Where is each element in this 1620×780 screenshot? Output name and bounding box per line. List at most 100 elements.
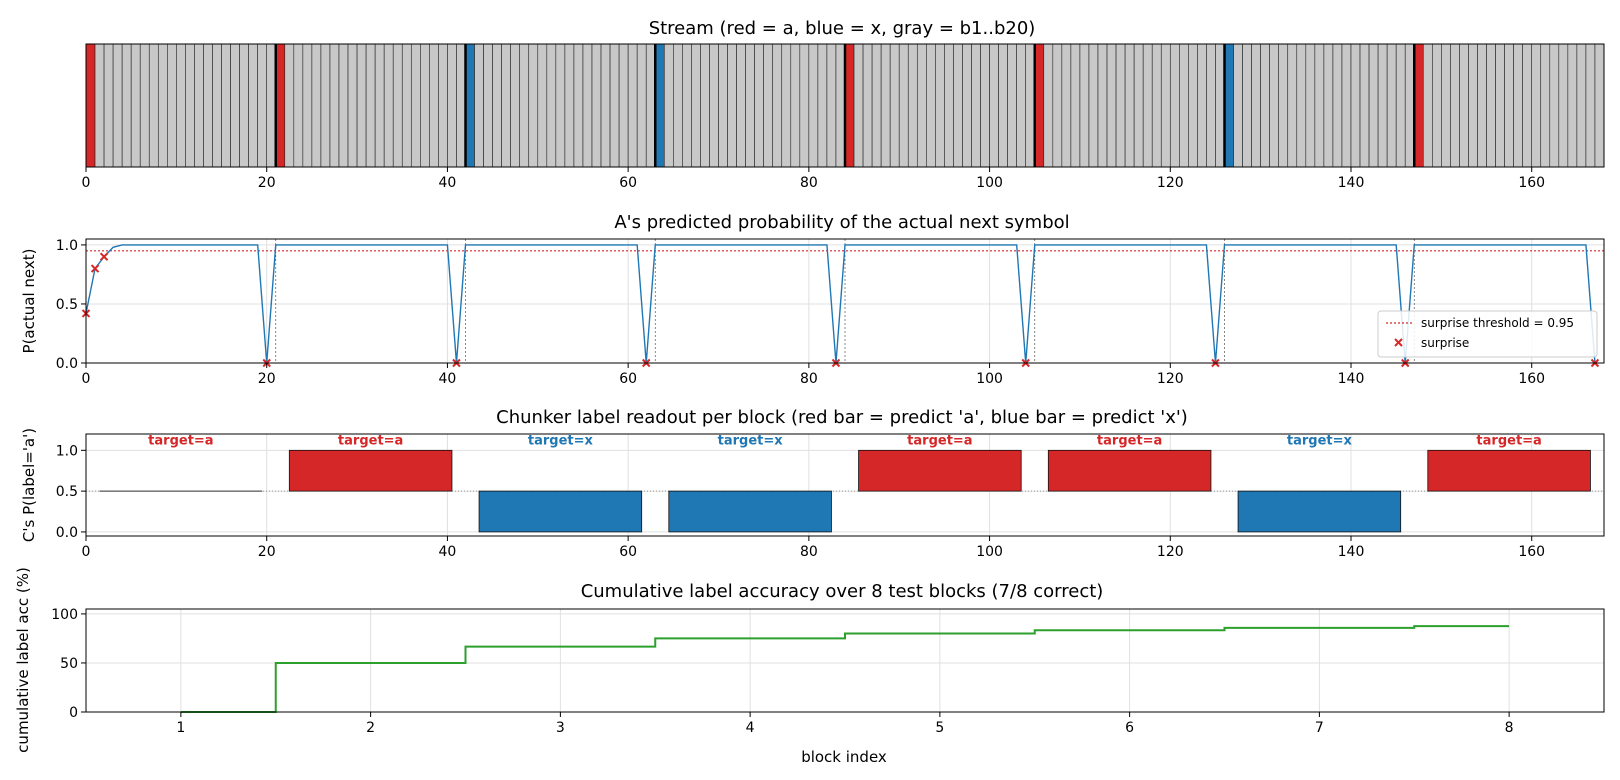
chunker-x-tick-label: 20 [258, 544, 276, 560]
stream-cell-b [410, 43, 421, 168]
probability-y-tick-label: 0.0 [56, 356, 78, 372]
stream-cell-b [573, 43, 584, 168]
chunker-x-tick-label: 160 [1518, 544, 1545, 560]
accuracy-x-tick-label: 7 [1315, 720, 1324, 736]
stream-x-tick-label: 140 [1338, 175, 1365, 191]
stream-cell-b [519, 43, 530, 168]
probability-x-tick-label: 80 [800, 371, 818, 387]
chunker-x-tick-label: 60 [619, 544, 637, 560]
stream-cell-b [510, 43, 521, 168]
stream-cell-b [989, 43, 999, 168]
stream-cell-b [926, 43, 936, 168]
accuracy-grid [86, 609, 1604, 713]
accuracy-y-tick-label: 100 [51, 607, 78, 623]
accuracy-x-tick-label: 1 [176, 720, 185, 736]
stream-cell-b [907, 43, 918, 168]
accuracy-x-label: block index [801, 748, 887, 766]
stream-x-tick-label: 80 [800, 175, 818, 191]
stream-cell-b [338, 43, 349, 168]
stream-cell-b [1151, 43, 1162, 168]
surprise-marker [90, 264, 100, 273]
stream-cell-b [1549, 43, 1560, 168]
stream-cell-b [1377, 43, 1388, 168]
stream-cell-b [691, 43, 701, 168]
stream-cell-b [447, 43, 457, 168]
stream-cell-b [1567, 43, 1578, 168]
stream-x-tick-label: 20 [258, 175, 276, 191]
target-label: target=a [907, 434, 972, 449]
stream-cell-b [636, 43, 647, 168]
legend: surprise threshold = 0.95 surprise [1377, 310, 1598, 358]
chunker-bar-a [1427, 449, 1591, 492]
stream-cell-x [1224, 43, 1234, 168]
stream-cell-b [401, 43, 412, 168]
chunker-y-ticks: 0.0 0.5 1.0 [56, 443, 86, 541]
stream-cell-b [718, 43, 728, 168]
accuracy-y-ticks: 0 50 100 [51, 607, 86, 721]
probability-y-tick-label: 1.0 [56, 238, 78, 254]
chunker-bar-x [1237, 490, 1402, 533]
stream-cell-b [663, 43, 674, 168]
stream-cell-b [962, 43, 972, 168]
accuracy-step-line [180, 625, 1510, 713]
probability-y-tick-label: 0.5 [56, 297, 78, 313]
stream-cell-b [1160, 43, 1171, 168]
stream-cell-b [374, 43, 385, 168]
probability-x-tick-label: 140 [1338, 371, 1365, 387]
stream-cell-b [230, 43, 240, 168]
probability-x-tick-label: 160 [1518, 371, 1545, 387]
stream-cell-b [1459, 43, 1469, 168]
stream-cell-b [1233, 43, 1243, 168]
stream-cell-b [293, 43, 304, 168]
stream-cell-b [1206, 43, 1216, 168]
stream-cell-a [275, 43, 286, 168]
stream-cell-b [176, 43, 186, 168]
stream-cell-b [1395, 43, 1406, 168]
stream-cell-b [817, 43, 828, 168]
block-boundaries [275, 239, 1415, 363]
stream-cell-b [835, 43, 846, 168]
stream-cell-b [1242, 43, 1252, 168]
stream-cell-b [609, 43, 620, 168]
stream-cells [85, 43, 1605, 168]
stream-cell-b [1305, 43, 1316, 168]
stream-cell-b [1070, 43, 1081, 168]
chunker-bars [99, 449, 1591, 533]
stream-cell-b [998, 43, 1008, 168]
stream-cell-b [383, 43, 394, 168]
chunker-bar-a [288, 449, 453, 492]
stream-cell-b [1540, 43, 1551, 168]
stream-cell-b [745, 43, 755, 168]
stream-cell-b [1368, 43, 1379, 168]
stream-cell-b [1422, 43, 1433, 168]
stream-cell-a [85, 43, 96, 168]
target-label: target=x [528, 434, 594, 449]
stream-cell-b [700, 43, 710, 168]
stream-cell-b [528, 43, 539, 168]
stream-cell-b [1016, 43, 1027, 168]
surprise-marker [99, 252, 109, 261]
stream-cell-a [1413, 43, 1424, 168]
chunker-x-tick-label: 80 [800, 544, 818, 560]
chunker-y-tick-label: 1.0 [56, 443, 78, 459]
stream-cell-b [438, 43, 448, 168]
stream-panel: Stream (red = a, blue = x, gray = b1..b2… [82, 18, 1605, 191]
stream-cell-b [1495, 43, 1505, 168]
stream-cell-b [1043, 43, 1054, 168]
stream-cell-b [456, 43, 466, 168]
chunker-y-label: C's P(label='a') [20, 428, 38, 542]
legend-threshold-label: surprise threshold = 0.95 [1421, 316, 1574, 330]
stream-cell-b [781, 43, 792, 168]
stream-cell-b [645, 43, 656, 168]
probability-y-ticks: 0.0 0.5 1.0 [56, 238, 86, 372]
accuracy-y-tick-label: 0 [69, 705, 78, 721]
probability-title: A's predicted probability of the actual … [614, 212, 1069, 233]
stream-frame [85, 43, 1605, 168]
stream-cell-b [980, 43, 990, 168]
stream-cell-b [1432, 43, 1442, 168]
stream-cell-b [221, 43, 231, 168]
stream-cell-b [248, 43, 258, 168]
stream-cell-b [709, 43, 719, 168]
stream-cell-b [537, 43, 548, 168]
stream-cell-b [826, 43, 837, 168]
